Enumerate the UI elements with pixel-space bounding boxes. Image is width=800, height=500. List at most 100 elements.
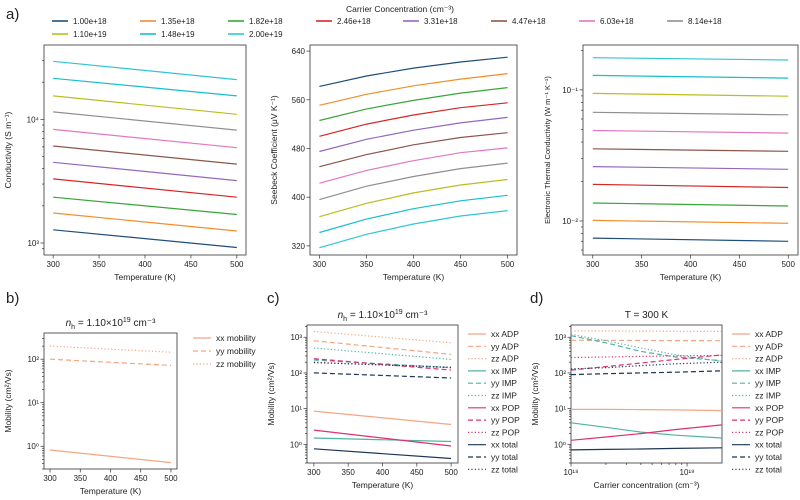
series-line-zz-IMP xyxy=(313,347,452,360)
series-line-xx-mobility xyxy=(49,449,172,464)
series-line-zz-total xyxy=(571,361,722,370)
legend-label: zz total xyxy=(755,464,782,474)
x-tick-label: 400 xyxy=(138,260,152,269)
y-axis-label: Mobility (cm²/Vs) xyxy=(266,362,276,425)
x-tick-label: 300 xyxy=(586,260,600,269)
series-line-1-48e-19 xyxy=(53,77,237,97)
series-line-1-82e-18 xyxy=(592,202,789,207)
x-tick-label: 300 xyxy=(313,260,327,269)
legend-label: xx ADP xyxy=(491,329,519,339)
series-line-4-47e-18 xyxy=(53,145,237,165)
carrier-legend-title: Carrier Concentration (cm⁻³) xyxy=(346,4,454,14)
series-line-1-48e-19 xyxy=(592,74,789,79)
y-tick-label: 10³ xyxy=(290,333,302,342)
legend-label: xx IMP xyxy=(755,366,781,376)
x-tick-label: 400 xyxy=(376,468,390,477)
cc-legend-label: 2.00e+19 xyxy=(249,30,283,39)
series-line-2-00e-19 xyxy=(319,210,508,249)
series-line-1-10e-19 xyxy=(53,95,237,115)
series-line-6-03e-18 xyxy=(319,147,508,184)
y-tick-label: 10⁰ xyxy=(27,442,39,451)
chart-a1: 300 350 400 450 500 10³ 10⁴ Temperature (K) Cond… xyxy=(3,44,247,282)
y-axis-label: Seebeck Coefficient (μV K⁻¹) xyxy=(269,95,279,205)
series-line-3-31e-18 xyxy=(319,116,508,153)
x-tick-label: 400 xyxy=(407,260,421,269)
plot-frame xyxy=(306,324,459,464)
series-line-zz-total xyxy=(313,362,452,368)
plot-frame xyxy=(43,44,247,256)
series-line-6-03e-18 xyxy=(53,128,237,149)
series-line-2-46e-18 xyxy=(592,183,789,189)
series-line-2-00e-19 xyxy=(592,57,789,61)
series-line-1-82e-18 xyxy=(319,87,508,122)
series-line-zz-ADP xyxy=(571,330,722,332)
legend-label: zz IMP xyxy=(491,391,517,401)
chart-title: nh = 1.10×1019 cm⁻³ xyxy=(338,309,428,323)
x-tick-label: 450 xyxy=(184,260,198,269)
chart-a2: 300 350 400 450 500 320 400 480 560 640 Temperatur… xyxy=(269,44,518,282)
y-tick-label: 10² xyxy=(27,355,39,364)
series-line-8-14e-18 xyxy=(319,162,508,201)
legend-label: yy total xyxy=(755,452,782,462)
legend-label: xx POP xyxy=(755,403,784,413)
series-group xyxy=(592,57,789,242)
legend-label: yy IMP xyxy=(755,378,781,388)
legend-label: zz POP xyxy=(755,427,784,437)
y-axis-label: Conductivity (S m⁻¹) xyxy=(3,111,13,188)
series-line-yy-total xyxy=(571,370,722,376)
x-axis-label: Carrier concentration (cm⁻³) xyxy=(593,480,699,490)
series-line-2-46e-18 xyxy=(319,102,508,137)
panel-label-a: a) xyxy=(6,6,19,23)
panel-label-d: d) xyxy=(530,290,543,307)
y-axis-label: Mobility (cm²/Vs) xyxy=(530,362,540,425)
y-tick-label: 10⁻² xyxy=(562,217,578,226)
x-tick-label: 400 xyxy=(104,474,118,483)
series-group xyxy=(571,330,722,451)
legend-label: yy total xyxy=(491,452,518,462)
legend-label: xx ADP xyxy=(755,329,783,339)
series-group xyxy=(313,330,452,460)
x-tick-label: 350 xyxy=(92,260,106,269)
y-tick-label: 10³ xyxy=(27,239,39,248)
panel-label-c: c) xyxy=(267,290,280,307)
y-tick-label: 10⁻¹ xyxy=(562,86,578,95)
legend-label: yy ADP xyxy=(755,341,783,351)
legend-label: zz ADP xyxy=(755,354,783,364)
y-tick-label: 10⁴ xyxy=(27,115,40,124)
series-line-xx-total xyxy=(571,447,722,451)
series-group xyxy=(319,56,508,249)
y-tick-label: 10¹ xyxy=(27,399,39,408)
y-axis-label: Electronic Thermal Conductivity (W m⁻¹ K… xyxy=(543,76,552,224)
x-tick-label: 450 xyxy=(454,260,468,269)
series-line-yy-mobility xyxy=(49,358,172,366)
legend-label: zz POP xyxy=(491,427,520,437)
x-tick-label: 350 xyxy=(360,260,374,269)
legend-label: xx POP xyxy=(491,403,520,413)
x-tick-label: 500 xyxy=(164,474,178,483)
y-tick-label: 400 xyxy=(292,193,306,202)
cc-legend-label: 1.35e+18 xyxy=(161,17,195,26)
legend-d: xx ADP yy ADP zz ADP xx IMP yy IMP zz IMP xx P… xyxy=(732,329,784,474)
x-tick-label: 10¹⁹ xyxy=(680,468,695,477)
legend-label: zz mobility xyxy=(216,359,256,369)
legend-label: zz IMP xyxy=(755,391,781,401)
chart-title: T = 300 K xyxy=(625,310,669,321)
legend-label: xx IMP xyxy=(491,366,517,376)
chart-a3: 300 350 400 450 500 10⁻² 10⁻¹ Temperature (K) El… xyxy=(543,44,799,282)
y-tick-label: 560 xyxy=(292,96,306,105)
x-tick-label: 500 xyxy=(230,260,244,269)
series-line-1-48e-19 xyxy=(319,194,508,234)
series-line-xx-ADP xyxy=(313,410,452,426)
series-line-1-35e-18 xyxy=(592,219,789,224)
cc-legend-label: 4.47e+18 xyxy=(512,17,546,26)
series-line-xx-POP xyxy=(313,429,452,447)
x-tick-label: 350 xyxy=(342,468,356,477)
legend-label: yy mobility xyxy=(216,346,256,356)
y-tick-label: 10³ xyxy=(554,333,566,342)
x-tick-label: 500 xyxy=(444,468,458,477)
y-axis-label: Mobility (cm²/Vs) xyxy=(3,369,13,432)
x-tick-label: 300 xyxy=(43,474,57,483)
series-line-xx-POP xyxy=(571,424,722,441)
series-line-6-03e-18 xyxy=(592,129,789,134)
series-line-zz-mobility xyxy=(49,345,172,353)
